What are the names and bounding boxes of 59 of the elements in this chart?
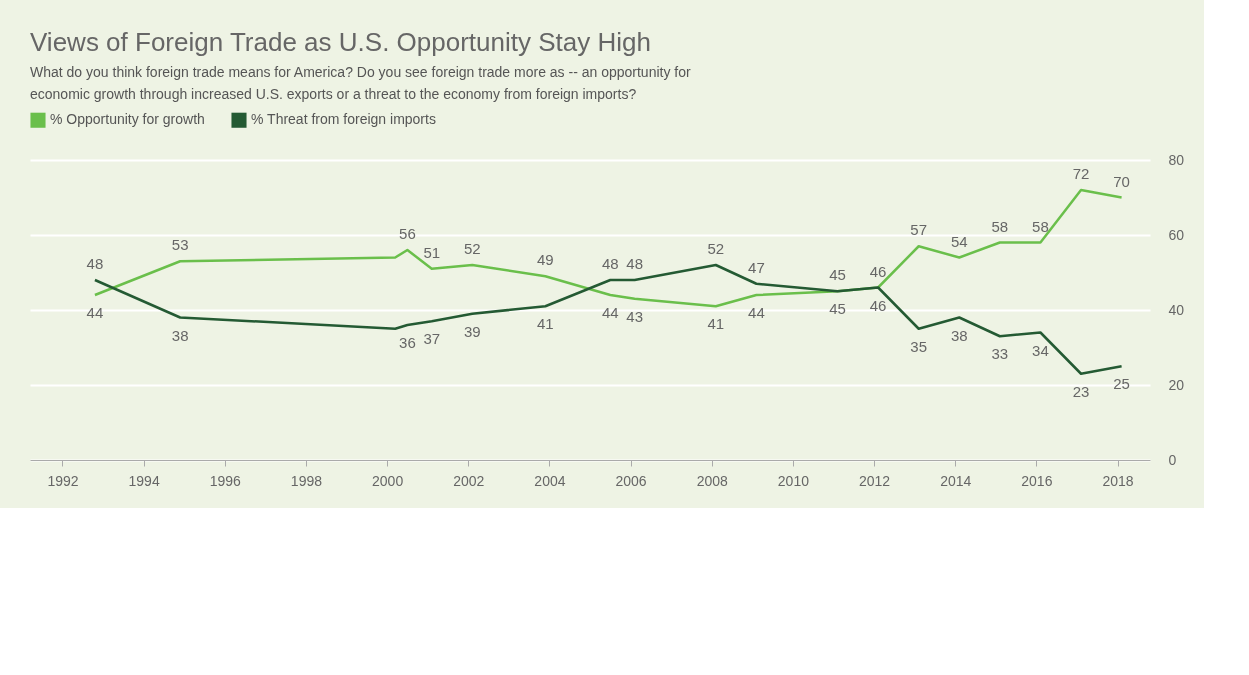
y-tick-label: 60 — [1168, 226, 1185, 243]
data-label: 38 — [950, 326, 968, 344]
data-label: 35 — [910, 337, 928, 355]
data-label: 36 — [399, 334, 416, 351]
x-tick-label: 2000 — [372, 472, 404, 489]
data-label: 46 — [869, 296, 887, 314]
x-tick-label: 1992 — [47, 472, 79, 489]
x-tick-label: 2004 — [534, 472, 566, 489]
data-label: 48 — [86, 255, 104, 272]
data-label: 72 — [1072, 165, 1090, 182]
x-tick-label: 2014 — [940, 472, 972, 489]
data-label: 48 — [601, 255, 619, 272]
x-tick-label: 2016 — [1021, 472, 1053, 489]
data-label: 51 — [423, 243, 441, 261]
chart-title: Views of Foreign Trade as U.S. Opportunity Stay High — [30, 27, 651, 57]
data-label: 53 — [171, 236, 189, 254]
x-tick-label: 2012 — [858, 472, 891, 489]
x-tick-label: 2008 — [696, 472, 729, 489]
data-label: 49 — [537, 251, 554, 269]
data-label: 57 — [910, 221, 928, 239]
x-tick-label: 1998 — [290, 472, 323, 489]
y-tick-label: 80 — [1168, 151, 1185, 168]
y-tick-label: 40 — [1168, 301, 1185, 318]
x-tick-label: 2010 — [777, 472, 810, 489]
y-tick-label: 20 — [1168, 376, 1185, 393]
data-label: 48 — [626, 255, 643, 272]
data-label: 34 — [1032, 341, 1049, 359]
data-label: 52 — [707, 240, 725, 257]
data-label: 39 — [463, 322, 481, 340]
data-label: 44 — [601, 304, 619, 321]
y-tick-label: 0 — [1168, 451, 1177, 468]
legend-label: % Opportunity for growth — [50, 111, 205, 128]
data-label: 38 — [171, 326, 189, 344]
data-label: 58 — [991, 217, 1009, 235]
chart-subtitle: What do you think foreign trade means for America? Do you see foreign trade more as -- an opportunity for economic growth through increased U.S. exports or a threat to the economy from foreign imports? — [30, 64, 692, 102]
data-label: 33 — [991, 345, 1009, 363]
data-label: 46 — [869, 262, 887, 280]
data-label: 37 — [423, 330, 441, 348]
x-tick-label: 1994 — [128, 472, 160, 489]
x-tick-label: 1996 — [209, 472, 242, 489]
data-label: 58 — [1032, 217, 1049, 235]
data-label: 56 — [399, 225, 416, 242]
data-label: 23 — [1072, 382, 1090, 400]
data-label: 25 — [1113, 375, 1130, 393]
x-tick-label: 2002 — [453, 472, 485, 489]
data-label: 41 — [537, 315, 554, 333]
data-label: 70 — [1113, 172, 1130, 190]
data-label: 45 — [829, 300, 846, 318]
legend-label: % Threat from foreign imports — [251, 111, 436, 128]
data-label: 41 — [707, 315, 725, 333]
x-tick-label: 2006 — [615, 472, 647, 489]
data-label: 45 — [829, 266, 846, 284]
data-label: 44 — [748, 304, 765, 321]
data-label: 54 — [950, 232, 968, 250]
data-label: 47 — [748, 258, 765, 276]
data-label: 43 — [626, 307, 643, 325]
data-label: 44 — [86, 304, 104, 321]
data-label: 52 — [463, 240, 481, 257]
x-tick-label: 2018 — [1102, 472, 1134, 489]
